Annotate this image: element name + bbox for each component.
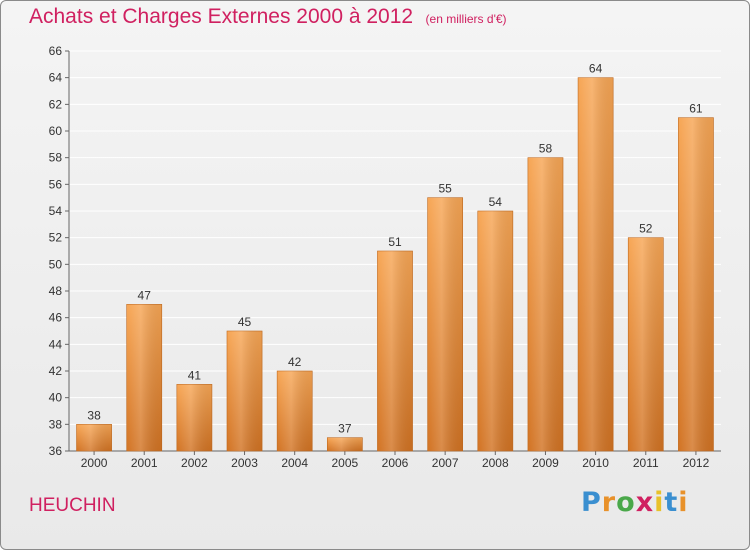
- y-tick-label: 50: [49, 257, 63, 271]
- bar-chart: 36 38 40 42 44 46 48 50 52 54 56 58 60 62 64 66 38 2000 4…: [49, 44, 721, 470]
- data-label: 47: [138, 288, 152, 302]
- y-tick-label: 44: [49, 337, 63, 351]
- y-tick-label: 62: [49, 97, 63, 111]
- y-tick-label: 66: [49, 44, 63, 58]
- bars: [76, 77, 714, 452]
- bar-shine: [277, 371, 313, 451]
- bar-shine: [76, 424, 112, 451]
- data-label: 55: [438, 182, 452, 196]
- x-tick-label: 2000: [81, 456, 108, 470]
- chart-title: Achats et Charges Externes 2000 à 2012 (…: [29, 5, 507, 29]
- x-tick-label: 2012: [683, 456, 710, 470]
- logo-letter: x: [635, 487, 655, 518]
- y-tick-label: 54: [49, 204, 63, 218]
- y-tick-label: 36: [49, 444, 63, 458]
- chart-title-text: Achats et Charges Externes 2000 à 2012: [29, 5, 414, 28]
- y-tick-label: 46: [49, 311, 63, 325]
- labels: 38 2000 47 2001 41 2002 45 2003 42 2004 37 2005 51 20…: [81, 62, 710, 470]
- y-tick-label: 56: [49, 177, 63, 191]
- data-label: 52: [639, 222, 653, 236]
- bar-shine: [527, 157, 564, 451]
- proxiti-logo[interactable]: Proxiti: [581, 487, 689, 518]
- town-name: HEUCHIN: [29, 495, 116, 516]
- y-tick-label: 48: [49, 284, 63, 298]
- x-tick-label: 2010: [582, 456, 609, 470]
- x-tick-label: 2008: [482, 456, 509, 470]
- bar-shine: [578, 77, 614, 452]
- x-tick-label: 2002: [181, 456, 208, 470]
- data-label: 58: [539, 142, 553, 156]
- bar-shine: [226, 331, 263, 451]
- data-label: 61: [689, 102, 703, 116]
- bar-shine: [126, 304, 162, 451]
- bar-shine: [678, 117, 714, 452]
- bar-shine: [477, 211, 513, 451]
- bar-shine: [427, 197, 463, 451]
- x-tick-label: 2005: [331, 456, 358, 470]
- data-label: 38: [87, 408, 101, 422]
- x-tick-label: 2006: [382, 456, 409, 470]
- bar-shine: [377, 251, 413, 451]
- y-tick-label: 38: [49, 417, 63, 431]
- x-tick-label: 2011: [633, 456, 659, 470]
- logo-letter: t: [664, 487, 679, 518]
- data-label: 41: [188, 368, 202, 382]
- data-label: 45: [238, 315, 252, 329]
- logo-letter: r: [601, 487, 617, 518]
- x-tick-label: 2001: [131, 456, 158, 470]
- chart-unit: (en milliers d'€): [425, 12, 507, 26]
- data-label: 42: [288, 355, 302, 369]
- data-label: 37: [338, 422, 352, 436]
- x-tick-label: 2009: [532, 456, 559, 470]
- x-tick-label: 2007: [432, 456, 459, 470]
- y-tick-label: 42: [49, 364, 63, 378]
- bar-shine: [176, 384, 212, 451]
- logo-letter: i: [678, 487, 689, 518]
- y-tick-label: 40: [49, 391, 63, 405]
- y-tick-label: 58: [49, 151, 63, 165]
- y-tick-label: 60: [49, 124, 63, 138]
- y-tick-label: 64: [49, 71, 63, 85]
- x-tick-label: 2004: [281, 456, 308, 470]
- logo-letter: i: [654, 487, 665, 518]
- bar-shine: [628, 237, 664, 451]
- logo-letter: P: [581, 487, 602, 518]
- data-label: 51: [388, 235, 402, 249]
- bar-shine: [327, 437, 363, 451]
- data-label: 64: [589, 62, 603, 76]
- logo-letter: o: [616, 487, 636, 518]
- y-tick-label: 52: [49, 231, 63, 245]
- x-tick-label: 2003: [231, 456, 258, 470]
- data-label: 54: [489, 195, 503, 209]
